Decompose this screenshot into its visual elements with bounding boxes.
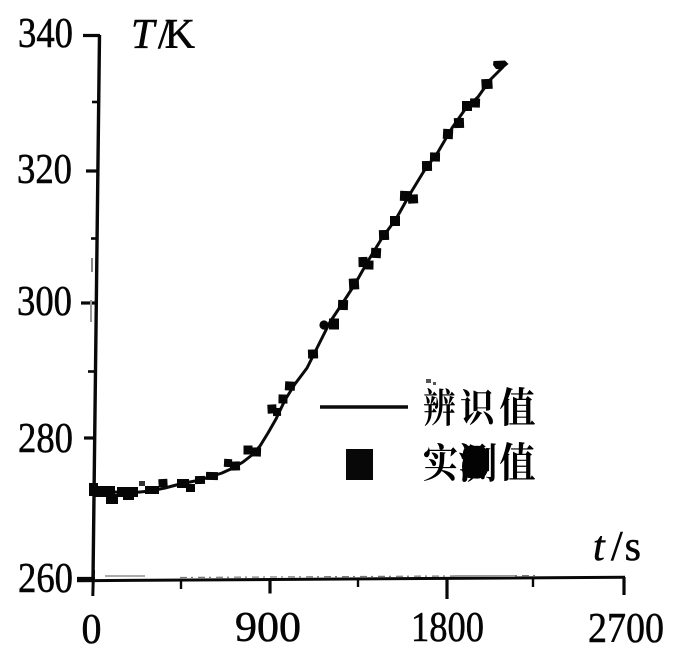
svg-text:/K: /K	[158, 12, 195, 58]
svg-text:260: 260	[18, 556, 73, 602]
svg-text:t: t	[593, 524, 606, 570]
svg-text:900: 900	[235, 605, 301, 651]
svg-text:2700: 2700	[588, 606, 664, 652]
svg-text:340: 340	[18, 11, 73, 57]
svg-text:280: 280	[18, 416, 73, 462]
svg-text:320: 320	[17, 147, 72, 193]
svg-text:T: T	[131, 12, 157, 58]
svg-text:0: 0	[82, 607, 102, 653]
svg-text:1800: 1800	[411, 605, 484, 651]
svg-text:/s: /s	[611, 524, 641, 570]
svg-text:300: 300	[17, 279, 72, 325]
